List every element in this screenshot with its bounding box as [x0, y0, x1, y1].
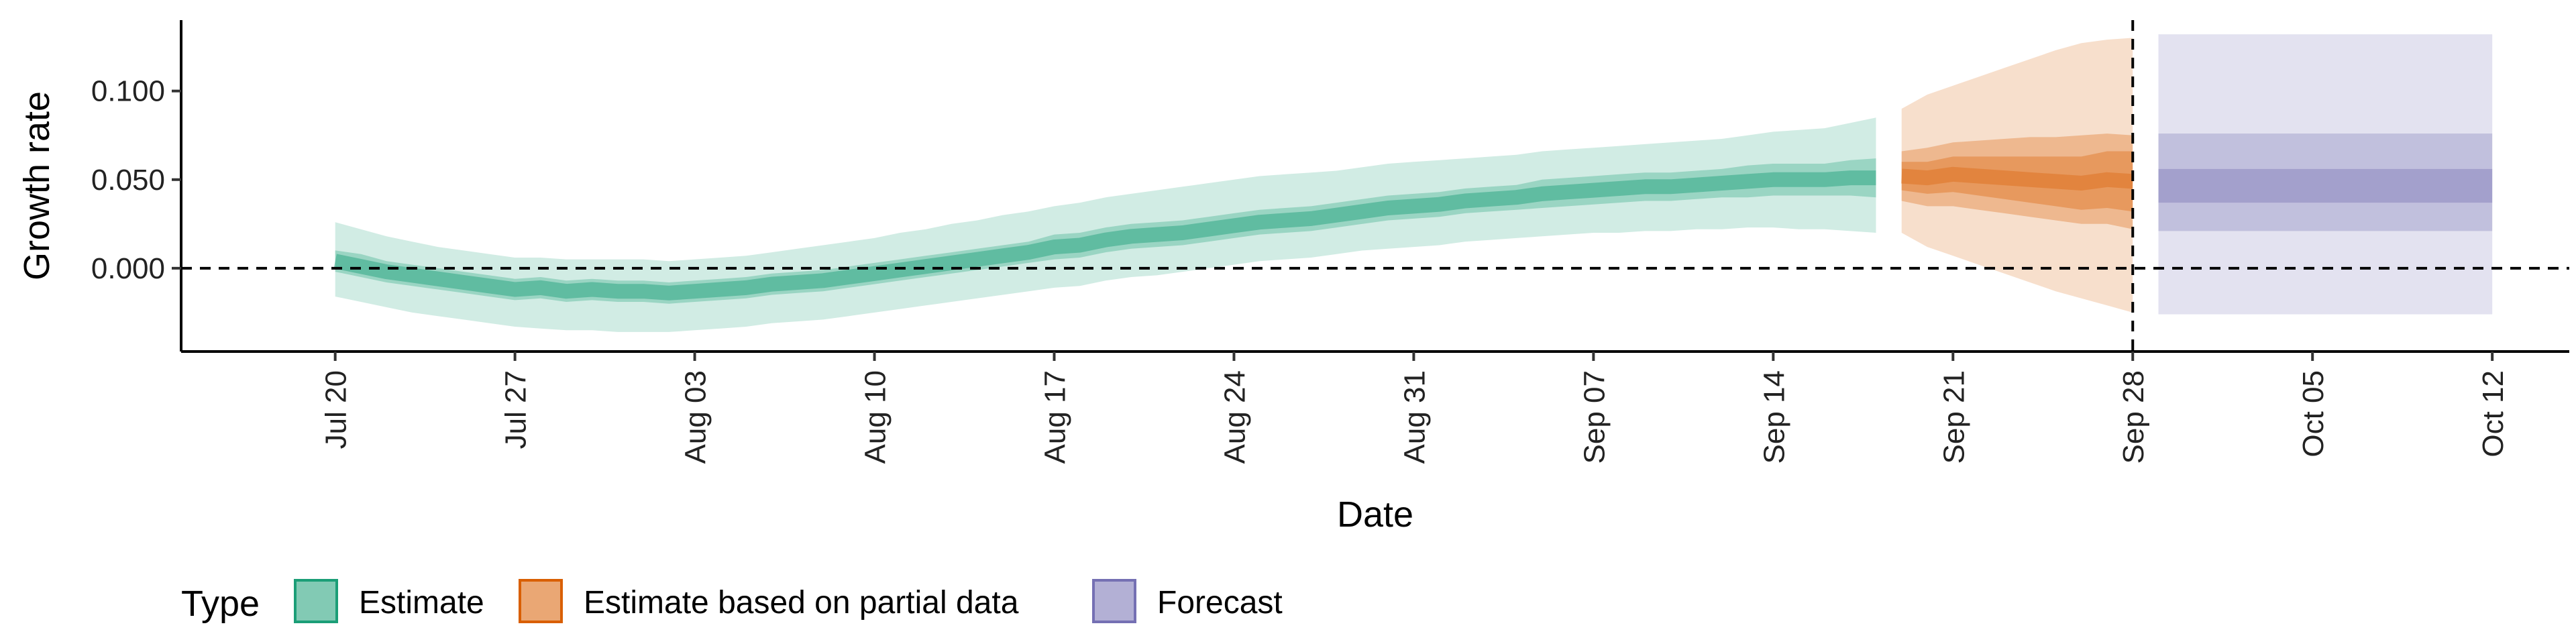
x-tick-label: Jul 20 [320, 370, 353, 449]
y-tick-label: 0.100 [91, 75, 165, 108]
x-tick-label: Oct 05 [2297, 370, 2330, 458]
legend-label: Estimate based on partial data [584, 585, 1019, 621]
x-tick-label: Aug 24 [1218, 370, 1251, 464]
legend-label: Estimate [359, 585, 484, 621]
partial-middle-band [1901, 133, 2133, 229]
legend-swatch [294, 579, 338, 623]
legend-swatch [519, 579, 563, 623]
partial-median-line [1900, 166, 2133, 191]
legend: Type Estimate Estimate based on partial d… [181, 579, 1283, 624]
estimate-inner-band [335, 158, 1876, 304]
x-tick-label: Aug 03 [680, 370, 712, 464]
estimate-median-line [333, 170, 1876, 301]
x-tick-label: Aug 31 [1398, 370, 1431, 464]
partial-outer-band [1901, 38, 2133, 313]
legend-swatch [1092, 579, 1136, 623]
x-tick-label: Oct 12 [2477, 370, 2510, 458]
x-axis-title: Date [1337, 494, 1413, 535]
x-tick-label: Sep 21 [1937, 370, 1970, 464]
legend-title: Type [181, 584, 260, 624]
legend-label: Forecast [1157, 585, 1283, 621]
axes-layer: 0.000 0.050 0.100 Jul 20 Jul 27 Aug 03 Aug 10 A… [91, 20, 2569, 464]
y-axis-title: Growth rate [17, 91, 57, 280]
x-tick-label: Aug 17 [1039, 370, 1072, 464]
bands-layer [333, 34, 2493, 332]
estimate-outer-band [335, 117, 1876, 332]
partial-inner-band [1901, 151, 2133, 212]
forecast-inner-band [2158, 168, 2493, 203]
y-tick-label: 0.050 [91, 164, 165, 197]
x-tick-label: Sep 28 [2117, 370, 2150, 464]
x-tick-label: Sep 14 [1758, 370, 1790, 464]
x-tick-label: Jul 27 [500, 370, 533, 449]
x-tick-label: Sep 07 [1578, 370, 1611, 464]
forecast-middle-band [2158, 133, 2493, 231]
y-tick-label: 0.000 [91, 252, 165, 285]
reference-lines [181, 20, 2569, 352]
x-tick-label: Aug 10 [859, 370, 892, 464]
